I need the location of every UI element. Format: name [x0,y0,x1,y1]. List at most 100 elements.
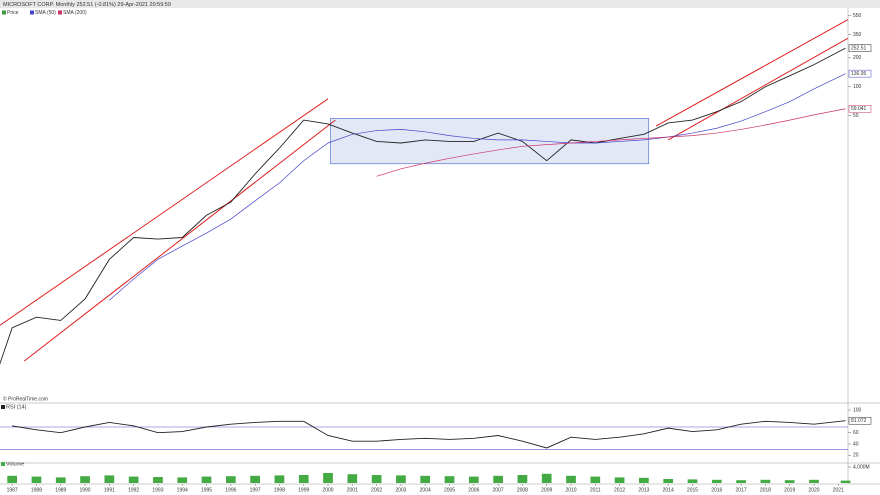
x-tick-label: 1998 [274,487,285,493]
x-tick-label: 2016 [711,487,722,493]
volume-bar [541,473,552,483]
chart-title: MICROSOFT CORP. Monthly 252.51 (-0.81%) … [3,2,171,8]
x-tick-label: 2012 [614,487,625,493]
volume-bar [760,479,771,483]
x-tick-label: 1987 [7,487,18,493]
last-value-box [848,44,872,52]
y-tick-label: 100 [853,84,862,90]
volume-bar [153,477,163,483]
volume-bar [31,476,42,483]
last-value-label: 81.072 [851,418,867,424]
y-tick-label: 60 [853,430,859,436]
x-tick-label: 1996 [225,487,236,493]
range-box [330,117,650,165]
x-tick-label: 1995 [201,487,212,493]
volume-bar [323,473,333,483]
legend-swatch [30,10,34,15]
x-tick-label: 2020 [808,487,819,493]
x-tick-label: 1999 [298,487,309,493]
series-line [0,47,846,365]
channel-line [667,37,849,141]
x-tick-label: 2013 [638,487,649,493]
x-tick-label: 2015 [687,487,698,493]
y-tick-label: 100 [853,407,862,413]
header-bar [0,0,880,8]
volume-bar [7,475,18,483]
volume-bar [128,476,139,483]
last-value-label: 136.95 [851,71,867,77]
volume-bar [298,475,309,483]
y-tick-label: 550 [853,13,862,19]
volume-bar [201,476,212,483]
x-tick-label: 2000 [322,487,333,493]
volume-bar [55,477,66,483]
x-tick-label: 2007 [493,487,504,493]
y-tick-label: 200 [853,55,862,61]
x-tick-label: 2018 [760,487,771,493]
volume-bar [687,479,698,483]
channel-line [23,119,336,362]
volume-bar [840,480,851,483]
y-tick-label: 20 [853,453,859,459]
source: © ProRealTime.com [3,395,48,402]
volume-bar [590,476,601,483]
legend-label: Price [7,10,19,16]
x-tick-label: 2021 [833,487,844,493]
volume-bar [809,479,819,483]
last-value-label: 59.041 [851,106,867,112]
x-tick-label: 2010 [565,487,576,493]
x-tick-label: 2014 [663,487,674,493]
last-value-label: 252.51 [851,45,867,51]
volume-bar [711,479,722,483]
volume-bar [736,480,746,483]
volume-bar [225,476,236,483]
panel-title: RSI (14) [6,404,27,410]
volume-bar [444,476,455,483]
x-tick-label: 2009 [541,487,552,493]
volume-bar [396,475,406,483]
y-tick-label: 350 [853,32,862,38]
series-line [376,108,846,177]
x-tick-label: 2005 [444,487,455,493]
y-tick-label: 4,000M [853,464,870,470]
x-tick-label: 1994 [177,487,188,493]
volume-bar [566,475,576,483]
x-tick-label: 1992 [128,487,139,493]
legend-swatch [2,10,6,15]
x-tick-label: 2004 [420,487,431,493]
x-tick-label: 1997 [250,487,261,493]
y-tick-label: 40 [853,441,859,447]
x-tick-label: 1993 [152,487,163,493]
volume-bar [493,475,503,483]
panel-title-swatch [1,405,5,409]
volume-bar [468,476,479,483]
volume-bar [371,475,382,483]
volume-bar [639,477,649,483]
legend-label: SMA (50) [35,10,56,16]
volume-bar [420,475,431,483]
x-tick-label: 2001 [347,487,358,493]
volume-bar [80,476,90,483]
legend-swatch [58,10,62,15]
x-tick-label: 1991 [104,487,115,493]
volume-bar [784,480,795,483]
volume-bar [250,475,260,483]
volume-bar [663,479,674,483]
channel-line [0,98,329,326]
panel-title: Volume [6,461,24,467]
last-value-box [848,105,872,113]
series-line [109,73,846,301]
y-tick-label: 50 [853,113,859,119]
volume-bar [614,477,625,483]
x-tick-label: 2017 [736,487,747,493]
volume-bar [104,475,115,483]
volume-bar [177,477,188,483]
x-tick-label: 2019 [784,487,795,493]
x-tick-label: 2008 [517,487,528,493]
x-tick-label: 2006 [468,487,479,493]
x-tick-label: 2003 [395,487,406,493]
last-value-box [848,69,872,78]
x-tick-label: 1988 [31,487,42,493]
x-tick-label: 2002 [371,487,382,493]
